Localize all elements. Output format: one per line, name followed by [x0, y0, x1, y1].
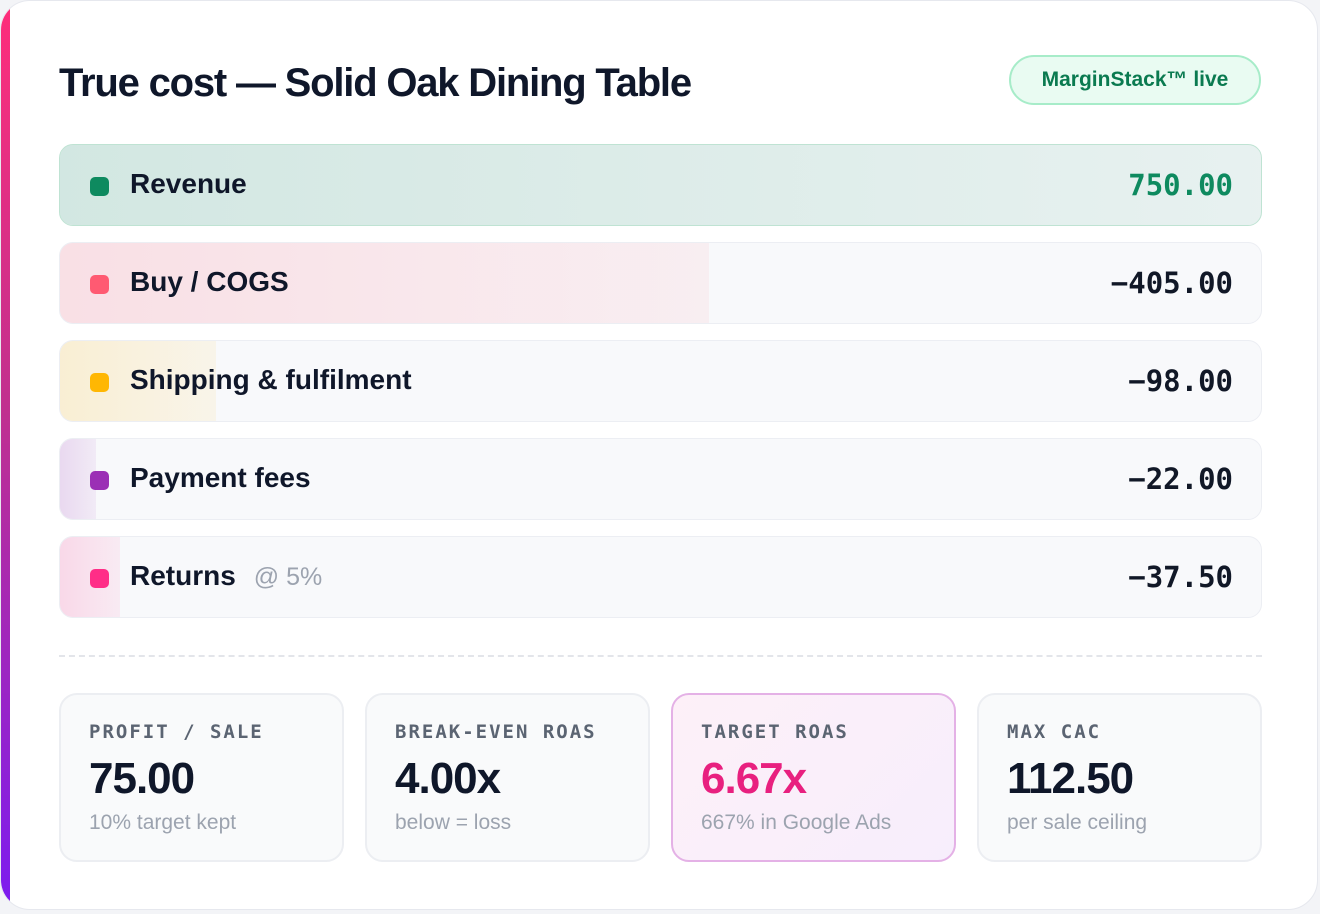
cost-row-cogs[interactable]: Buy / COGS −405.00	[59, 242, 1262, 324]
row-label: Payment fees	[130, 462, 311, 493]
row-label: Returns @ 5%	[130, 559, 322, 594]
stat-subtext: per sale ceiling	[1007, 811, 1148, 834]
cost-row-returns[interactable]: Returns @ 5% −37.50	[59, 536, 1262, 618]
stat-card-target-roas[interactable]: TARGET ROAS 6.67x 667% in Google Ads	[671, 693, 956, 862]
cost-row-revenue[interactable]: Revenue 750.00	[59, 144, 1262, 226]
stat-value: 75.00	[89, 754, 195, 803]
cost-row-payment-fees[interactable]: Payment fees −22.00	[59, 438, 1262, 520]
row-share-fill	[60, 145, 1261, 225]
row-label: Shipping & fulfilment	[130, 364, 412, 395]
row-share-fill	[60, 341, 217, 421]
stat-subtext: 10% target kept	[89, 811, 237, 834]
row-label: Revenue	[130, 168, 247, 199]
page-title: True cost — Solid Oak Dining Table	[59, 61, 692, 105]
row-value: −22.00	[1128, 462, 1233, 496]
row-label: Buy / COGS	[130, 266, 289, 297]
row-value: −37.50	[1128, 560, 1233, 594]
row-value: −98.00	[1128, 364, 1233, 398]
cogs-color-swatch	[90, 275, 109, 294]
stat-value: 6.67x	[701, 754, 807, 803]
stat-label: BREAK-EVEN ROAS	[395, 721, 597, 743]
stat-card-max-cac[interactable]: MAX CAC 112.50 per sale ceiling	[977, 693, 1262, 862]
accent-bar	[1, 1, 10, 909]
row-value: −405.00	[1110, 266, 1233, 300]
stat-card-profit[interactable]: PROFIT / SALE 75.00 10% target kept	[59, 693, 344, 862]
live-status-badge[interactable]: MarginStack™ live	[1009, 55, 1261, 105]
returns-label-text: Returns	[130, 560, 236, 591]
payment-color-swatch	[90, 471, 109, 490]
stat-label: MAX CAC	[1007, 721, 1102, 743]
stat-value: 112.50	[1007, 754, 1134, 803]
shipping-color-swatch	[90, 373, 109, 392]
cost-row-shipping[interactable]: Shipping & fulfilment −98.00	[59, 340, 1262, 422]
stat-subtext: 667% in Google Ads	[701, 811, 892, 834]
stat-label: PROFIT / SALE	[89, 721, 264, 743]
section-divider	[59, 655, 1262, 657]
stat-subtext: below = loss	[395, 811, 512, 834]
returns-color-swatch	[90, 569, 109, 588]
stat-value: 4.00x	[395, 754, 501, 803]
stat-label: TARGET ROAS	[701, 721, 849, 743]
returns-rate-note: @ 5%	[253, 563, 323, 591]
revenue-color-swatch	[90, 177, 109, 196]
row-share-fill	[60, 243, 709, 323]
row-value: 750.00	[1128, 168, 1233, 202]
stat-card-break-even-roas[interactable]: BREAK-EVEN ROAS 4.00x below = loss	[365, 693, 650, 862]
